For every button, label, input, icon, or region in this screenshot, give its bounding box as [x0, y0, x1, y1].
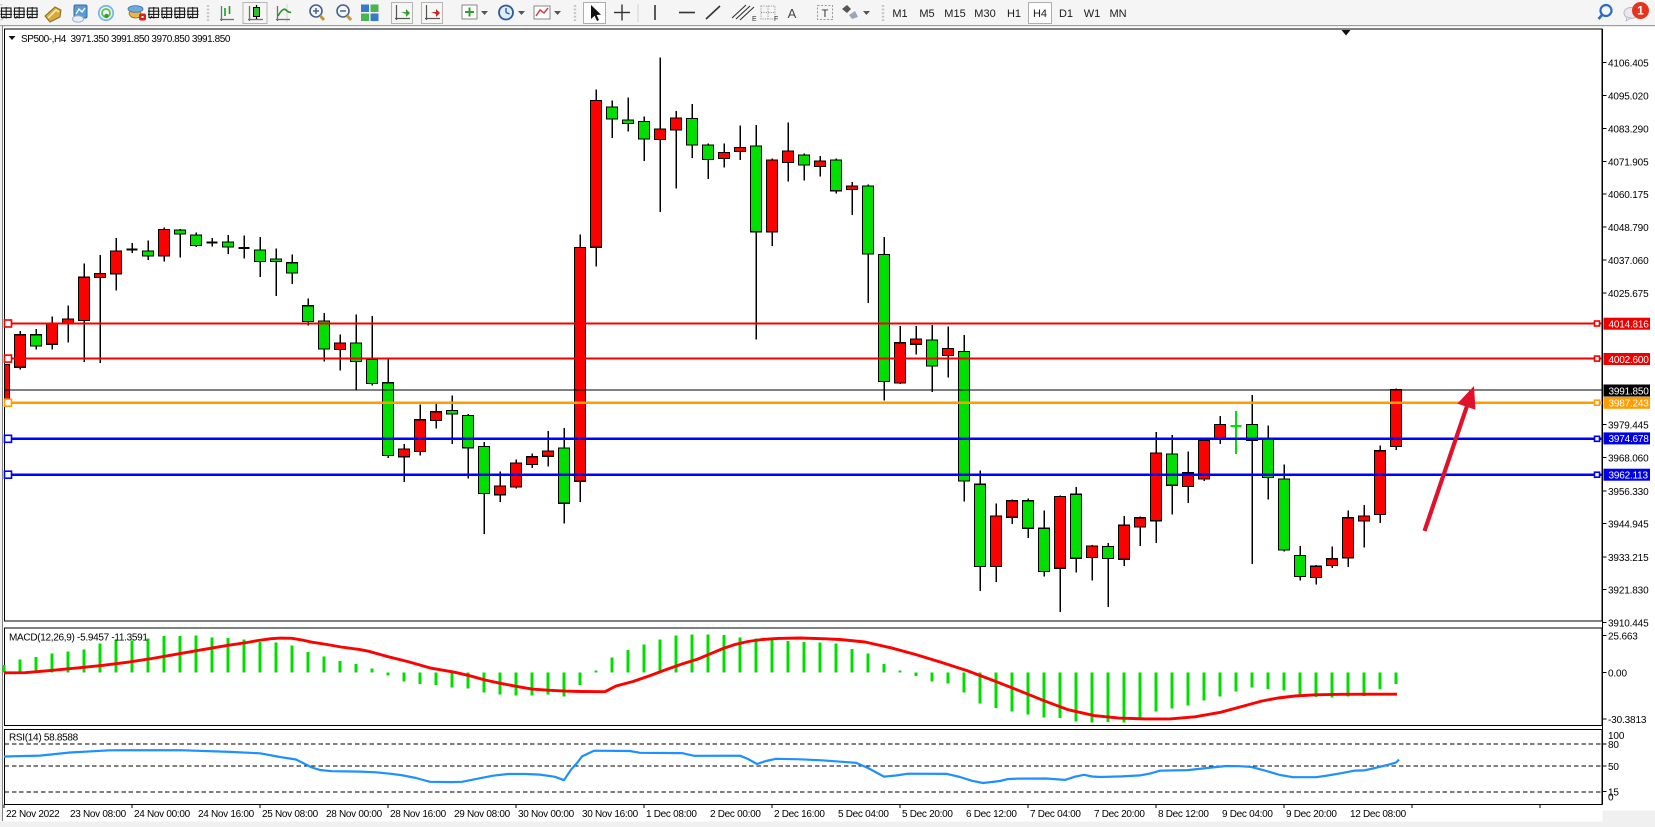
svg-text:25.663: 25.663	[1608, 632, 1638, 643]
svg-text:F: F	[774, 16, 778, 23]
svg-text:25 Nov 08:00: 25 Nov 08:00	[262, 809, 319, 820]
svg-text:24 Nov 16:00: 24 Nov 16:00	[198, 809, 255, 820]
svg-text:M15: M15	[944, 8, 965, 20]
svg-text:3968.060: 3968.060	[1608, 453, 1649, 464]
svg-text:MN: MN	[1109, 8, 1126, 20]
svg-text:30 Nov 16:00: 30 Nov 16:00	[582, 809, 639, 820]
svg-text:3991.850: 3991.850	[1609, 386, 1650, 397]
svg-text:9 Dec 20:00: 9 Dec 20:00	[1286, 809, 1337, 820]
svg-text:4095.020: 4095.020	[1608, 92, 1649, 103]
svg-text:3933.215: 3933.215	[1608, 553, 1649, 564]
svg-text:4037.060: 4037.060	[1608, 256, 1649, 267]
svg-text:28 Nov 00:00: 28 Nov 00:00	[326, 809, 383, 820]
svg-text:50: 50	[1608, 762, 1619, 773]
svg-text:80: 80	[1608, 740, 1619, 751]
svg-text:6 Dec 12:00: 6 Dec 12:00	[966, 809, 1017, 820]
svg-text:4048.790: 4048.790	[1608, 223, 1649, 234]
svg-text:3921.830: 3921.830	[1608, 586, 1649, 597]
svg-text:1: 1	[1637, 4, 1644, 18]
svg-text:4106.405: 4106.405	[1608, 59, 1649, 70]
svg-text:MACD(12,26,9) -5.9457 -11.3591: MACD(12,26,9) -5.9457 -11.3591	[9, 633, 148, 644]
svg-text:M30: M30	[974, 8, 995, 20]
svg-text:3987.243: 3987.243	[1609, 399, 1650, 410]
svg-text:29 Nov 08:00: 29 Nov 08:00	[454, 809, 511, 820]
svg-text:D1: D1	[1059, 8, 1073, 20]
svg-text:1 Dec 08:00: 1 Dec 08:00	[646, 809, 697, 820]
svg-text:A: A	[788, 6, 797, 21]
svg-text:2 Dec 00:00: 2 Dec 00:00	[710, 809, 761, 820]
svg-text:3974.678: 3974.678	[1609, 434, 1650, 445]
svg-text:5 Dec 20:00: 5 Dec 20:00	[902, 809, 953, 820]
svg-text:24 Nov 00:00: 24 Nov 00:00	[134, 809, 191, 820]
svg-text:12 Dec 08:00: 12 Dec 08:00	[1350, 809, 1407, 820]
svg-text:T: T	[822, 8, 829, 20]
svg-text:7 Dec 04:00: 7 Dec 04:00	[1030, 809, 1081, 820]
svg-text:23 Nov 08:00: 23 Nov 08:00	[70, 809, 127, 820]
svg-text:100: 100	[1608, 731, 1625, 742]
svg-text:30 Nov 00:00: 30 Nov 00:00	[518, 809, 575, 820]
svg-text:4071.905: 4071.905	[1608, 157, 1649, 168]
svg-text:2 Dec 16:00: 2 Dec 16:00	[774, 809, 825, 820]
svg-text:28 Nov 16:00: 28 Nov 16:00	[390, 809, 447, 820]
svg-text:3944.945: 3944.945	[1608, 520, 1649, 531]
svg-text:3956.330: 3956.330	[1608, 487, 1649, 498]
svg-text:H4: H4	[1033, 8, 1047, 20]
svg-text:15: 15	[1608, 788, 1619, 799]
svg-text:0.00: 0.00	[1608, 669, 1627, 680]
svg-text:5 Dec 04:00: 5 Dec 04:00	[838, 809, 889, 820]
svg-text:9 Dec 04:00: 9 Dec 04:00	[1222, 809, 1273, 820]
svg-text:W1: W1	[1084, 8, 1101, 20]
svg-text:M5: M5	[919, 8, 934, 20]
svg-text:H1: H1	[1007, 8, 1021, 20]
svg-text:4025.675: 4025.675	[1608, 289, 1649, 300]
svg-text:4060.175: 4060.175	[1608, 190, 1649, 201]
svg-text:4083.290: 4083.290	[1608, 124, 1649, 135]
svg-text:0: 0	[1608, 793, 1614, 804]
svg-text:7 Dec 20:00: 7 Dec 20:00	[1094, 809, 1145, 820]
svg-text:SP500-,H4 3971.350 3991.850 3: SP500-,H4 3971.350 3991.850 3970.850 399…	[21, 34, 231, 45]
svg-text:8 Dec 12:00: 8 Dec 12:00	[1158, 809, 1209, 820]
svg-text:E: E	[752, 16, 757, 23]
svg-text:4014.816: 4014.816	[1609, 320, 1650, 331]
svg-text:-30.3813: -30.3813	[1608, 715, 1647, 726]
svg-text:22 Nov 2022: 22 Nov 2022	[6, 809, 60, 820]
svg-text:3979.445: 3979.445	[1608, 421, 1649, 432]
svg-text:RSI(14) 58.8588: RSI(14) 58.8588	[9, 733, 79, 744]
svg-text:3962.113: 3962.113	[1609, 471, 1649, 482]
svg-text:M1: M1	[892, 8, 907, 20]
svg-text:4002.600: 4002.600	[1609, 355, 1650, 366]
svg-text:3910.445: 3910.445	[1608, 618, 1649, 629]
